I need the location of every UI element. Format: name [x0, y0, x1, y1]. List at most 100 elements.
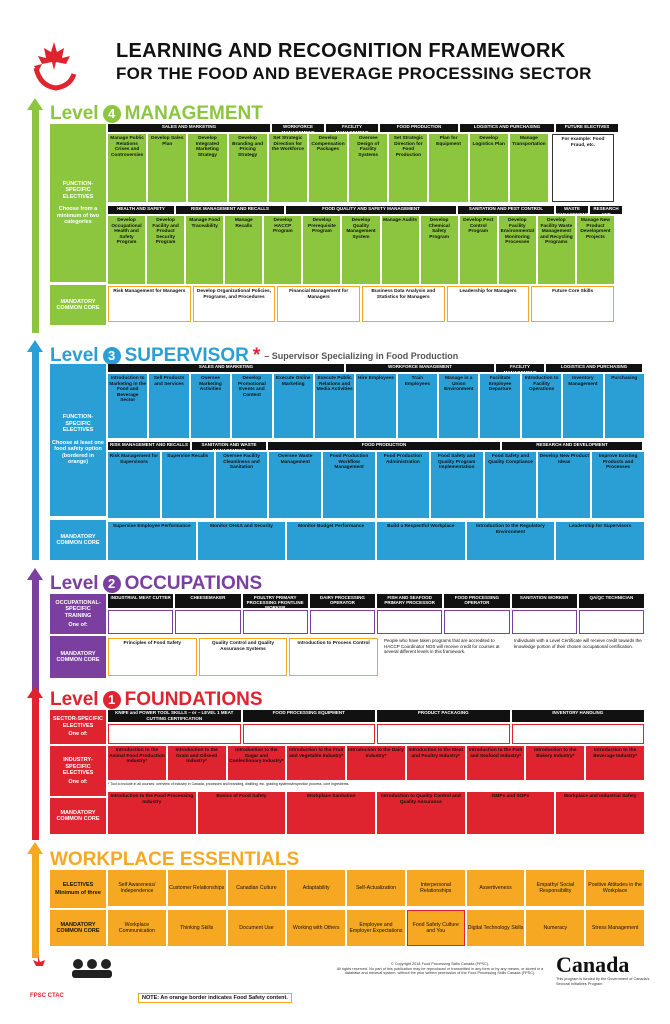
course-box: Develop Prerequisite Program — [303, 216, 341, 284]
level3-title: Level 3 SUPERVISOR * – Supervisor Specia… — [50, 345, 458, 367]
footer-note: NOTE: An orange border indicates Food Sa… — [138, 993, 292, 1003]
course-box: Develop Promotional Events and Content — [232, 374, 272, 438]
category-header: WORKFORCE MANAGEMENT — [346, 364, 494, 372]
industry-course-box: Introduction to the Fish and Seafood Ind… — [466, 746, 525, 780]
category-header: SALES AND MARKETING — [108, 124, 270, 132]
course-box: Supervise Recalls — [161, 452, 214, 518]
occupation-header: POULTRY PRIMARY PROCESSING FRONTLINE WOR… — [242, 594, 308, 608]
course-box: Food Safety and Quality Compliance — [484, 452, 537, 518]
course-box: Execute Online Marketing — [273, 374, 313, 438]
level-label: Level — [50, 103, 99, 124]
core-course-box: Introduction to Quality Control and Qual… — [377, 792, 465, 834]
level1-sector-label: SECTOR-SPECIFIC ELECTIVES One of: — [50, 710, 106, 744]
occupation-box — [444, 610, 510, 634]
essentials-arrow-head-icon — [27, 842, 43, 854]
course-box: Develop Integrated Marketing Strategy — [188, 134, 227, 202]
core-course-box: Document Use — [227, 910, 286, 946]
course-box: Train Employees — [397, 374, 438, 438]
course-box: Food Safety and Quality Program Implemen… — [430, 452, 483, 518]
canada-wordmark: Canada — [556, 952, 630, 977]
level-number: 2 — [102, 575, 121, 593]
level-tagline: – Supervisor Specializing in Food Produc… — [264, 351, 459, 361]
category-header: PRODUCT PACKAGING — [377, 710, 510, 722]
core-course-box: Digital Technology Skills — [466, 910, 525, 946]
elective-box: Canadian Culture — [227, 870, 286, 906]
level1-arrow — [32, 696, 39, 840]
credit-note: Individuals with a Level Certificate wil… — [514, 638, 642, 649]
level4-title: Level 4 MANAGEMENT — [50, 103, 263, 125]
occupation-header: QA/QC TECHNICIAN — [578, 594, 644, 608]
occupation-header: CHEESEMAKER — [175, 594, 241, 608]
course-box: Oversee Waste Management — [269, 452, 322, 518]
level-label: Level — [50, 345, 99, 366]
course-box: Food Production Workflow Management — [323, 452, 375, 518]
level1-core-label: MANDATORY COMMON CORE — [50, 798, 106, 834]
category-header: WORKFORCE MANAGEMENT — [272, 124, 324, 132]
level2-grid: INDUSTRIAL MEAT CUTTER CHEESEMAKER POULTRY… — [108, 594, 644, 682]
level4-arrow-head-icon — [27, 98, 43, 110]
course-box: Develop Logistics Plan — [469, 134, 508, 202]
category-header: LOGISTICS AND PURCHASING — [460, 124, 554, 132]
core-course-box: Workplace Sanitation — [287, 792, 375, 834]
industry-course-box: Introduction to the Sugar and Confection… — [227, 746, 286, 780]
occupation-box — [377, 610, 443, 634]
course-box: Develop Pest Control Program — [459, 216, 497, 284]
maple-leaf-logo-icon — [26, 38, 82, 94]
course-box: Facilitate Employee Departure — [480, 374, 520, 438]
level2-arrow-head-icon — [27, 568, 43, 580]
sector-box — [377, 724, 510, 744]
occupation-header: DAIRY PROCESSING OPERATOR — [309, 594, 375, 608]
asterisk-icon: * — [252, 345, 261, 366]
course-box: Manage Audits — [381, 216, 419, 284]
category-header: HEALTH AND SAFETY — [108, 206, 174, 214]
core-course-box: Numeracy — [526, 910, 585, 946]
category-header: FUTURE ELECTIVES — [556, 124, 618, 132]
level4-arrow — [32, 108, 39, 333]
core-course-box: Basics of Food Safety — [197, 792, 286, 834]
course-box: Introduction to Marketing in the Food an… — [108, 374, 148, 438]
elective-box: Adaptability — [287, 870, 346, 906]
course-box: Develop Chemical Safety Program — [420, 216, 458, 284]
core-course-box: Introduction to the Food Processing Indu… — [108, 792, 196, 834]
category-header: FACILITY MANAGEMENT — [326, 124, 378, 132]
course-box: For example: Food Fraud, etc. — [552, 134, 614, 202]
course-box: Develop Occupational Health and Safety P… — [108, 216, 146, 284]
category-header: FACILITY MANAGEMENT — [496, 364, 544, 372]
category-header: KNIFE and POWER TOOL SKILLS – or – LEVEL… — [108, 710, 241, 722]
level-number: 3 — [102, 347, 121, 365]
core-course-box: Monitor Budget Performance — [287, 522, 375, 560]
copyright: © Copyright 2018 Food Processing Skills … — [336, 962, 544, 975]
core-course-box: Supervise Employee Performance — [108, 522, 196, 560]
level4-electives-label: FUNCTION-SPECIFIC ELECTIVES Choose from a… — [50, 124, 106, 282]
core-course-box: GMPs and SOPs — [466, 792, 555, 834]
category-header: RISK MANAGEMENT AND RECALLS — [108, 442, 190, 450]
level2-arrow — [32, 578, 39, 696]
sector-box — [108, 724, 241, 744]
occupation-header: INDUSTRIAL MEAT CUTTER — [108, 594, 174, 608]
category-header: RESEARCH AND DEVELOPMENT — [502, 442, 642, 450]
page-title: LEARNING AND RECOGNITION FRAMEWORK — [116, 40, 566, 62]
course-box: Set Strategic Direction for the Workforc… — [268, 134, 307, 202]
course-box: Sell Products and Services — [149, 374, 189, 438]
core-course-box: Food Safety Culture and You — [406, 910, 465, 946]
course-box: Develop HACCP Program — [264, 216, 302, 284]
course-box: Develop Sales Plan — [148, 134, 187, 202]
credit-note: People who have taken programs that are … — [384, 638, 500, 654]
industry-course-box: Introduction to the Beverage Industry* — [586, 746, 644, 780]
elective-box: Empathy/ Social Responsibility — [526, 870, 585, 906]
course-box: Manage New Product Development Projects — [576, 216, 614, 284]
level3-core-label: MANDATORY COMMON CORE — [50, 520, 106, 560]
industry-course-box: Introduction to the Grain and Oilseed In… — [167, 746, 226, 780]
category-header: SANITATION AND WASTE MANAGEMENT — [192, 442, 266, 450]
course-box: Oversee Marketing Activities — [190, 374, 231, 438]
level-name: FOUNDATIONS — [124, 689, 263, 710]
category-header: WASTE MANAGEMENT — [556, 206, 588, 214]
level1-industry-label: INDUSTRY-SPECIFIC ELECTIVES One of: — [50, 746, 106, 796]
industry-course-box: Introduction to the Dairy Industry* — [347, 746, 405, 780]
elective-box: Assertiveness — [466, 870, 525, 906]
category-header: FOOD PROCESSING EQUIPMENT — [242, 710, 375, 722]
course-box: Manage in a Union Environment — [439, 374, 479, 438]
course-box: Inventory Management — [563, 374, 603, 438]
core-course-box: Introduction to the Regulatory Environme… — [466, 522, 555, 560]
course-box: Manage Food Traceability — [186, 216, 224, 284]
